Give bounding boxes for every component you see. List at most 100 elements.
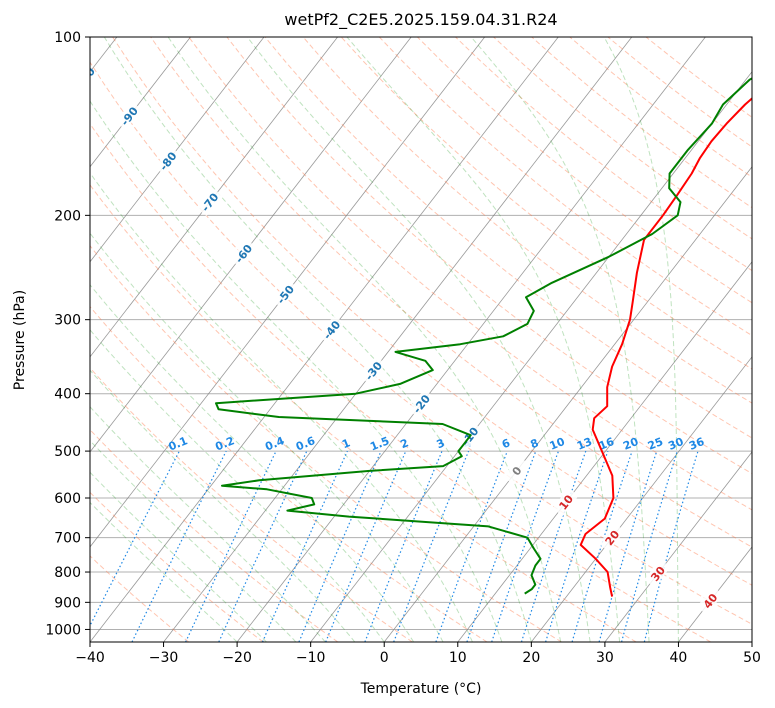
plot-frame bbox=[89, 36, 753, 643]
chart-title: wetPf2_C2E5.2025.159.04.31.R24 bbox=[284, 10, 557, 30]
y-tick-label: 1000 bbox=[45, 622, 81, 638]
y-tick-label: 900 bbox=[54, 595, 81, 611]
mixing-ratio-line bbox=[571, 450, 633, 642]
dry-adiabat-line bbox=[340, 37, 752, 370]
y-tick-label: 200 bbox=[54, 208, 81, 224]
mixing-ratio-label: 13 bbox=[575, 435, 594, 453]
y-tick-label: 600 bbox=[54, 491, 81, 507]
isotherm-line bbox=[163, 37, 633, 642]
sounding-profiles bbox=[215, 77, 752, 597]
moist-adiabat-line bbox=[90, 283, 415, 642]
moist-adiabat-line bbox=[90, 232, 444, 642]
y-axis-ticks: 100 200 300 400 500 600 700 800 900 1000 bbox=[45, 30, 90, 638]
isotherm-line bbox=[90, 37, 191, 168]
mixing-ratio-label: 30 bbox=[666, 435, 685, 453]
isotherm-label-background bbox=[407, 389, 435, 418]
x-tick-label: 40 bbox=[670, 650, 688, 666]
moist-adiabat-line bbox=[90, 406, 326, 642]
mixing-ratio-line bbox=[131, 450, 227, 642]
moist-adiabat-line bbox=[90, 471, 267, 642]
isotherm-label-background bbox=[115, 101, 143, 131]
dewpoint-profile-line bbox=[215, 77, 752, 595]
mixing-ratio-line bbox=[520, 450, 587, 642]
dry-adiabat-line bbox=[90, 184, 637, 642]
plot-area: 0.10.20.40.611.52346810131620253036-100-… bbox=[90, 37, 752, 642]
x-tick-label: 30 bbox=[596, 650, 614, 666]
isotherm-label-background bbox=[196, 187, 223, 217]
isotherm-label-background bbox=[271, 279, 299, 309]
moist-adiabat-line bbox=[103, 37, 532, 642]
x-tick-label: −10 bbox=[296, 650, 326, 666]
dry-adiabat-line bbox=[226, 37, 752, 475]
mixing-ratio-label: 2 bbox=[399, 436, 411, 451]
isotherm-label-background bbox=[644, 559, 671, 588]
mixing-ratio-line bbox=[364, 450, 443, 642]
dry-adiabat-line bbox=[264, 37, 752, 439]
mixing-ratio-line bbox=[598, 450, 658, 642]
isotherm-line bbox=[383, 166, 752, 642]
mixing-ratio-line bbox=[325, 450, 407, 642]
dry-adiabat-line bbox=[90, 305, 488, 642]
y-tick-label: 700 bbox=[54, 531, 81, 547]
dry-adiabat-line bbox=[112, 37, 752, 586]
dry-adiabat-line bbox=[150, 37, 752, 548]
mixing-ratio-lines bbox=[90, 450, 699, 642]
mixing-ratio-label: 10 bbox=[548, 435, 567, 453]
mixing-ratio-line bbox=[621, 450, 678, 642]
x-axis-label: Temperature (°C) bbox=[360, 681, 482, 697]
isotherm-line bbox=[310, 71, 752, 642]
moist-adiabat-line bbox=[90, 439, 297, 642]
isotherm-label-background bbox=[154, 146, 181, 176]
isotherm-label-background bbox=[552, 487, 579, 517]
dry-adiabat-line bbox=[90, 244, 562, 642]
mixing-ratio-line bbox=[393, 450, 470, 642]
temperature-profile-line bbox=[579, 97, 752, 597]
y-tick-label: 800 bbox=[54, 565, 81, 581]
mixing-ratio-line bbox=[298, 450, 382, 642]
isotherm-line bbox=[604, 451, 752, 642]
isotherm-line bbox=[90, 37, 265, 263]
mixing-ratio-label: 8 bbox=[529, 436, 541, 451]
moist-adiabat-line bbox=[90, 369, 356, 642]
x-tick-label: −30 bbox=[149, 650, 179, 666]
dry-adiabat-line bbox=[90, 123, 712, 642]
dry-adiabat-line bbox=[90, 367, 413, 642]
moist-adiabat-line bbox=[246, 37, 591, 642]
isotherm-label-background bbox=[503, 456, 530, 485]
mixing-ratio-line bbox=[435, 450, 508, 642]
isotherm-label-background bbox=[230, 238, 257, 268]
y-tick-label: 100 bbox=[54, 30, 81, 46]
y-tick-label: 500 bbox=[54, 444, 81, 460]
y-axis-label: Pressure (hPa) bbox=[12, 290, 28, 390]
dry-adiabat-line bbox=[90, 491, 264, 642]
isotherm-label-background bbox=[359, 356, 387, 385]
isotherm-line bbox=[90, 37, 412, 453]
isotherm-line bbox=[90, 37, 338, 358]
mixing-ratio-line bbox=[261, 450, 348, 642]
x-tick-label: −20 bbox=[222, 650, 252, 666]
isotherm-line bbox=[236, 37, 706, 642]
mixing-ratio-label: 25 bbox=[646, 435, 665, 453]
mixing-ratio-label: 16 bbox=[597, 435, 616, 453]
pressure-gridlines bbox=[90, 37, 752, 630]
dry-adiabat-line bbox=[378, 37, 752, 337]
dry-adiabat-line bbox=[90, 555, 190, 642]
x-tick-label: −40 bbox=[75, 650, 105, 666]
isotherm-label-background bbox=[318, 315, 345, 344]
moist-adiabat-line bbox=[603, 37, 679, 642]
isotherm-line bbox=[457, 261, 752, 642]
isotherm-line bbox=[90, 37, 486, 548]
mixing-ratio-label: 20 bbox=[621, 435, 640, 453]
x-tick-label: 0 bbox=[380, 650, 389, 666]
isotherm-label-background bbox=[696, 586, 724, 615]
mixing-ratio-label: 36 bbox=[687, 435, 706, 453]
moist-adiabat-line bbox=[346, 37, 621, 642]
moist-adiabat-line bbox=[470, 37, 650, 642]
x-tick-label: 50 bbox=[743, 650, 761, 666]
x-axis-ticks: −40 −30 −20 −10 0 10 20 30 40 50 bbox=[75, 642, 761, 666]
mixing-ratio-line bbox=[466, 450, 537, 642]
y-tick-label: 400 bbox=[54, 387, 81, 403]
x-tick-label: 10 bbox=[449, 650, 467, 666]
